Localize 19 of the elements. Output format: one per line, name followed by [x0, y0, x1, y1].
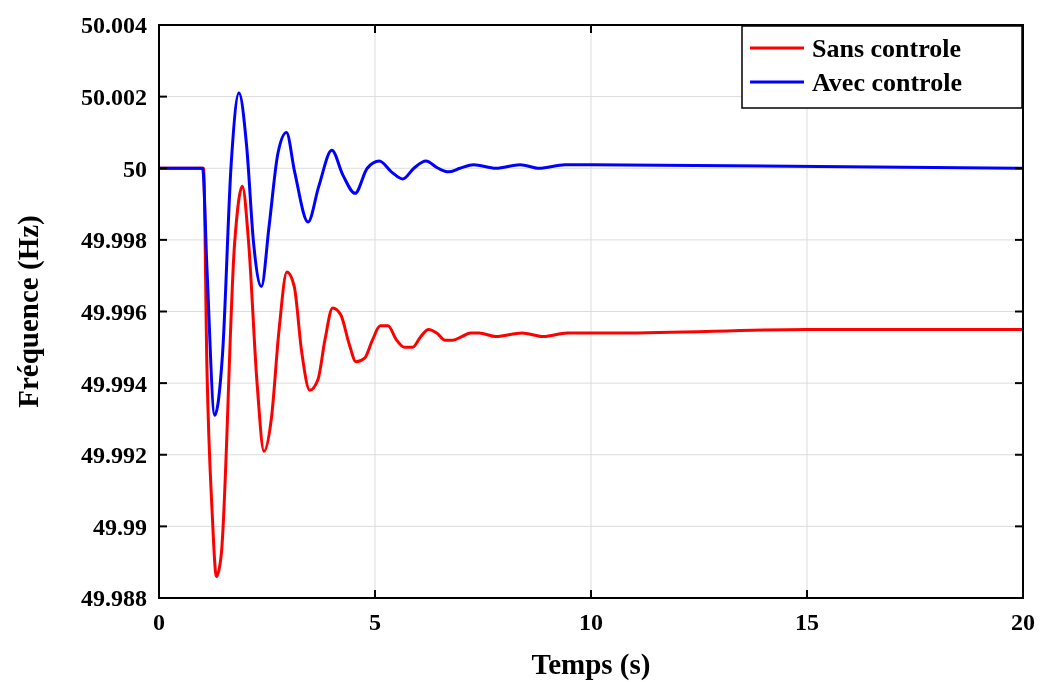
line-series [159, 91, 1023, 417]
x-axis-title: Temps (s) [531, 648, 651, 681]
legend-label: Sans controle [812, 34, 962, 64]
y-tick-label: 49.992 [81, 442, 147, 469]
y-tick-label: 50.004 [81, 12, 147, 39]
y-tick-label: 49.996 [81, 298, 147, 325]
y-tick-label: 49.99 [93, 513, 147, 540]
x-tick-label: 20 [1011, 609, 1035, 635]
x-tick-label: 0 [153, 609, 165, 635]
y-tick-label: 50.002 [81, 84, 147, 111]
y-tick-label: 49.994 [81, 370, 147, 397]
x-tick-label: 15 [795, 609, 819, 635]
y-tick-label: 49.998 [81, 227, 147, 254]
y-tick-label: 49.988 [81, 585, 147, 612]
y-tick-label: 50 [123, 155, 147, 182]
x-tick-label: 5 [369, 609, 381, 635]
legend-label: Avec controle [812, 68, 962, 98]
y-axis-title: Fréquence (Hz) [12, 215, 45, 408]
x-tick-label: 10 [579, 609, 603, 635]
